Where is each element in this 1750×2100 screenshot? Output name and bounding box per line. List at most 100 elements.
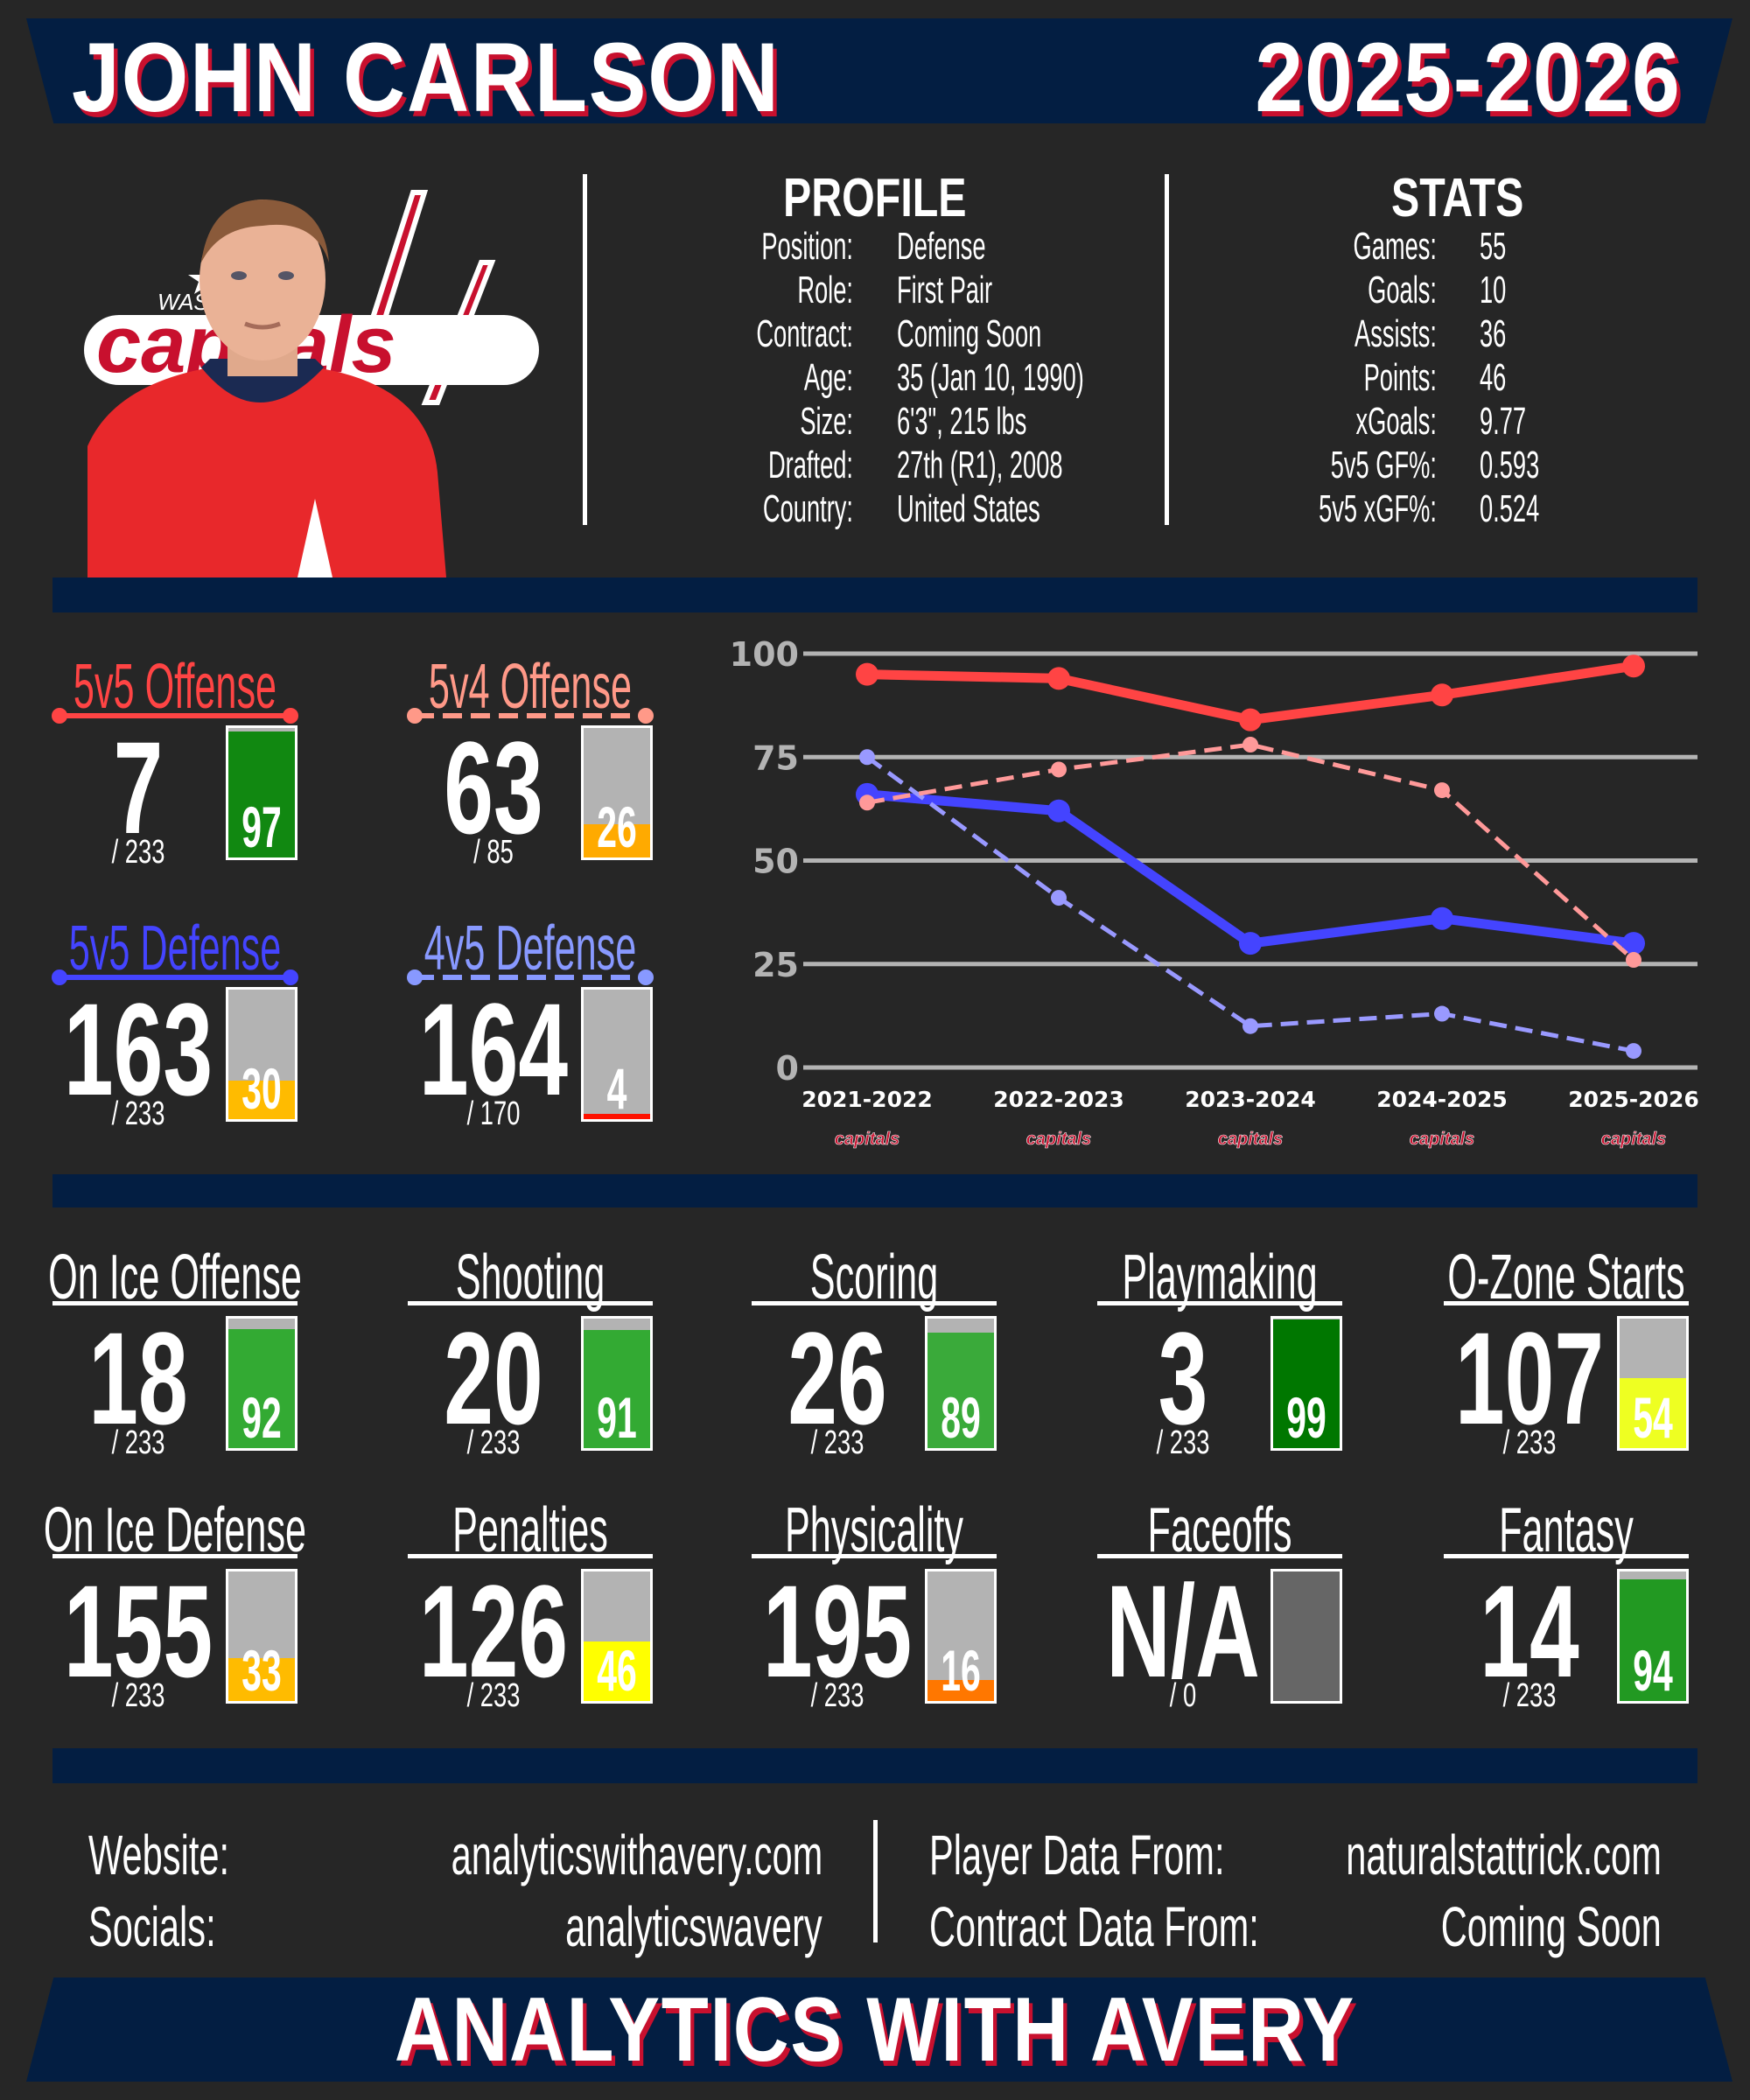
contract-data-source: Coming Soon xyxy=(1440,1895,1662,1958)
socials-handle[interactable]: analyticswavery xyxy=(565,1895,822,1958)
rank-value: 3 xyxy=(1158,1305,1208,1452)
x-tick-label: 2022-2023 xyxy=(993,1087,1124,1112)
tile-title: 4v5 Defense xyxy=(424,914,637,984)
website-link[interactable]: analyticswithavery.com xyxy=(451,1824,822,1886)
rank-value: 164 xyxy=(418,976,569,1123)
percentile-bar: 30 xyxy=(226,987,298,1122)
rank-value: 155 xyxy=(63,1558,214,1704)
team-logo-icon: capitals xyxy=(835,1130,900,1149)
stats-label: Goals: xyxy=(1368,269,1437,312)
profile-label: Age: xyxy=(803,356,853,399)
player-image xyxy=(88,200,446,578)
rank-total: / 233 xyxy=(1502,1677,1557,1714)
data-point xyxy=(1431,683,1453,707)
data-point xyxy=(859,794,875,811)
percentile-bar: 91 xyxy=(581,1316,653,1451)
rank-total: / 233 xyxy=(810,1424,864,1461)
tile-underline xyxy=(1444,1554,1689,1558)
percentile-value: 46 xyxy=(597,1638,637,1703)
tile-title: Fantasy xyxy=(1499,1495,1634,1565)
stats-label: Games: xyxy=(1353,225,1437,268)
team-logo-icon: capitals xyxy=(1026,1130,1091,1149)
percentile-fill xyxy=(584,1114,650,1119)
rank-total: / 233 xyxy=(810,1677,864,1714)
stats-label: Points: xyxy=(1363,356,1437,399)
percentile-value: 30 xyxy=(242,1056,282,1121)
section-divider xyxy=(52,578,1698,612)
tile-title: Faceoffs xyxy=(1147,1495,1292,1565)
tile-title: Shooting xyxy=(455,1242,606,1312)
stats-labels: Games: Goals: Assists: Points: xGoals: 5v5 GF… xyxy=(1274,225,1437,531)
rank-value: 18 xyxy=(88,1305,188,1452)
percentile-value: 54 xyxy=(1633,1385,1673,1450)
player-data-source[interactable]: naturalstattrick.com xyxy=(1346,1824,1662,1886)
data-point xyxy=(1047,799,1070,822)
profile-value: Coming Soon xyxy=(897,312,1042,355)
data-point xyxy=(1626,1043,1642,1060)
profile-label: Role: xyxy=(797,269,853,312)
y-tick-label: 25 xyxy=(752,946,799,984)
percentile-fill xyxy=(584,1330,650,1448)
tile-title: Physicality xyxy=(784,1495,964,1565)
percentile-value: 33 xyxy=(242,1638,282,1703)
percentile-fill xyxy=(1273,1320,1340,1448)
percentile-fill xyxy=(1273,1572,1340,1701)
y-tick-label: 50 xyxy=(752,843,799,881)
stats-label: 5v5 xGF%: xyxy=(1319,487,1437,530)
tile-underline xyxy=(1097,1301,1342,1306)
player-name: JOHN CARLSON xyxy=(72,23,780,132)
data-point xyxy=(856,662,878,686)
percentile-value: 26 xyxy=(597,794,637,859)
legend-line xyxy=(52,708,298,724)
stats-label: Assists: xyxy=(1354,312,1437,355)
profile-value: 27th (R1), 2008 xyxy=(897,444,1063,486)
rank-value: 195 xyxy=(762,1558,913,1704)
footer-banner xyxy=(26,1978,1732,2082)
rank-value: 14 xyxy=(1480,1558,1579,1704)
brand-name: ANALYTICS WITH AVERY xyxy=(394,1979,1356,2081)
percentile-value: 4 xyxy=(606,1056,627,1121)
profile-labels: Position: Role: Contract: Age: Size: Drafted:… xyxy=(690,225,853,531)
percentile-trend-chart: 0 25 50 75 100 2021-2022 capitals 2022-2023 capi… xyxy=(730,635,1699,1149)
section-divider xyxy=(52,1748,1698,1783)
team-logo-icon: capitals xyxy=(1218,1130,1283,1149)
tile-underline xyxy=(1444,1301,1689,1306)
footer-divider xyxy=(873,1820,878,1942)
percentile-fill xyxy=(228,1658,295,1701)
data-point xyxy=(1239,708,1262,732)
rank-total: / 233 xyxy=(1156,1424,1210,1461)
profile-title: PROFILE xyxy=(783,168,967,228)
stats-value: 0.524 xyxy=(1480,487,1540,530)
stats-value: 0.593 xyxy=(1480,444,1540,486)
data-point xyxy=(1242,1018,1258,1034)
rank-value: 126 xyxy=(418,1558,569,1704)
rank-total: / 85 xyxy=(473,834,514,871)
legend-line xyxy=(52,970,298,985)
data-point xyxy=(1051,761,1067,778)
tile-title: 5v5 Defense xyxy=(68,914,282,984)
percentile-fill xyxy=(928,1680,994,1701)
data-point xyxy=(1047,667,1070,690)
tile-title: 5v5 Offense xyxy=(73,652,277,722)
rank-value: 7 xyxy=(113,714,164,861)
data-point xyxy=(1622,932,1645,956)
stats-label: 5v5 GF%: xyxy=(1330,444,1437,486)
percentile-bar: 16 xyxy=(925,1569,997,1704)
percentile-fill xyxy=(584,823,650,858)
team-logo-icon: capitals xyxy=(1601,1130,1666,1149)
data-point xyxy=(1626,952,1642,969)
percentile-bar: 92 xyxy=(226,1316,298,1451)
rank-total: / 233 xyxy=(111,1424,165,1461)
legend-line xyxy=(407,970,654,985)
percentile-bar: 97 xyxy=(226,725,298,860)
rank-total: / 233 xyxy=(1502,1424,1557,1461)
stats-value: 10 xyxy=(1480,269,1507,312)
y-tick-label: 75 xyxy=(752,738,799,777)
tile-title: On Ice Offense xyxy=(48,1242,302,1312)
data-point xyxy=(1434,782,1450,799)
contract-data-label: Contract Data From: xyxy=(929,1895,1259,1958)
tile-title: Penalties xyxy=(452,1495,608,1565)
stats-value: 55 xyxy=(1480,225,1507,268)
rank-total: / 233 xyxy=(466,1424,521,1461)
profile-value: 6'3", 215 lbs xyxy=(897,400,1027,443)
